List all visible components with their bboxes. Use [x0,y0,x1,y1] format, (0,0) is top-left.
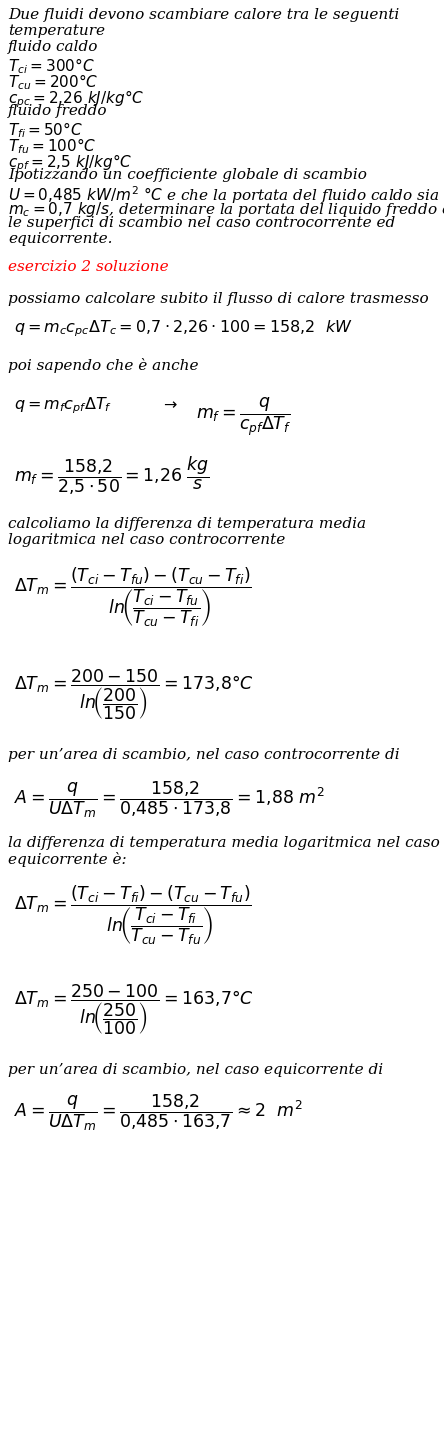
Text: per un’area di scambio, nel caso equicorrente di: per un’area di scambio, nel caso equicor… [8,1063,383,1077]
Text: poi sapendo che è anche: poi sapendo che è anche [8,359,198,373]
Text: fluido caldo: fluido caldo [8,40,99,54]
Text: $\rightarrow$: $\rightarrow$ [160,394,178,412]
Text: $\Delta T_m = \dfrac{200-150}{ln\!\left(\dfrac{200}{150}\right)} = 173{,}8°C$: $\Delta T_m = \dfrac{200-150}{ln\!\left(… [14,667,254,723]
Text: $A = \dfrac{q}{U \Delta T_m} = \dfrac{158{,}2}{0{,}485 \cdot 173{,}8} = 1{,}88\ : $A = \dfrac{q}{U \Delta T_m} = \dfrac{15… [14,780,325,820]
Text: $\Delta T_m = \dfrac{(T_{ci}-T_{fi})-(T_{cu}-T_{fu})}{ln\!\left(\dfrac{T_{ci}-T_: $\Delta T_m = \dfrac{(T_{ci}-T_{fi})-(T_… [14,883,252,947]
Text: le superfici di scambio nel caso controcorrente ed: le superfici di scambio nel caso controc… [8,216,395,230]
Text: fluido freddo: fluido freddo [8,104,107,119]
Text: esercizio 2 soluzione: esercizio 2 soluzione [8,260,169,274]
Text: $m_f = \dfrac{158{,}2}{2{,}5 \cdot 50} = 1{,}26\ \dfrac{kg}{s}$: $m_f = \dfrac{158{,}2}{2{,}5 \cdot 50} =… [14,454,210,497]
Text: $T_{ci}=300°C$: $T_{ci}=300°C$ [8,56,95,76]
Text: equicorrente è:: equicorrente è: [8,852,127,867]
Text: per un’area di scambio, nel caso controcorrente di: per un’area di scambio, nel caso controc… [8,747,400,762]
Text: $\Delta T_m = \dfrac{(T_{ci}-T_{fu})-(T_{cu}-T_{fi})}{ln\!\left(\dfrac{T_{ci}-T_: $\Delta T_m = \dfrac{(T_{ci}-T_{fu})-(T_… [14,564,252,629]
Text: $T_{fu}=100°C$: $T_{fu}=100°C$ [8,136,96,156]
Text: $U=0{,}485\ kW/m^2\ °C$ e che la portata del fluido caldo sia: $U=0{,}485\ kW/m^2\ °C$ e che la portata… [8,184,440,206]
Text: $m_f = \dfrac{q}{c_{pf} \Delta T_f}$: $m_f = \dfrac{q}{c_{pf} \Delta T_f}$ [196,394,291,437]
Text: temperature: temperature [8,24,105,39]
Text: $m_c=0{,}7\ kg/s$, determinare la portata del liquido freddo e: $m_c=0{,}7\ kg/s$, determinare la portat… [8,200,444,219]
Text: $T_{fi}=50°C$: $T_{fi}=50°C$ [8,120,83,140]
Text: Due fluidi devono scambiare calore tra le seguenti: Due fluidi devono scambiare calore tra l… [8,9,399,21]
Text: la differenza di temperatura media logaritmica nel caso: la differenza di temperatura media logar… [8,836,440,850]
Text: equicorrente.: equicorrente. [8,231,112,246]
Text: logaritmica nel caso controcorrente: logaritmica nel caso controcorrente [8,533,285,547]
Text: possiamo calcolare subito il flusso di calore trasmesso: possiamo calcolare subito il flusso di c… [8,292,428,306]
Text: $c_{pc}=2{,}26\ kJ/kg°C$: $c_{pc}=2{,}26\ kJ/kg°C$ [8,89,144,110]
Text: $q = m_f c_{pf} \Delta T_f$: $q = m_f c_{pf} \Delta T_f$ [14,394,112,416]
Text: Ipotizzando un coefficiente globale di scambio: Ipotizzando un coefficiente globale di s… [8,169,367,181]
Text: $T_{cu}=200°C$: $T_{cu}=200°C$ [8,71,99,91]
Text: $\Delta T_m = \dfrac{250-100}{ln\!\left(\dfrac{250}{100}\right)} = 163{,}7°C$: $\Delta T_m = \dfrac{250-100}{ln\!\left(… [14,983,254,1037]
Text: $c_{pf}=2{,}5\ kJ/kg°C$: $c_{pf}=2{,}5\ kJ/kg°C$ [8,151,132,173]
Text: calcoliamo la differenza di temperatura media: calcoliamo la differenza di temperatura … [8,517,366,532]
Text: $A = \dfrac{q}{U \Delta T_m} = \dfrac{158{,}2}{0{,}485 \cdot 163{,}7} \approx 2\: $A = \dfrac{q}{U \Delta T_m} = \dfrac{15… [14,1093,303,1133]
Text: $q = m_c c_{pc} \Delta T_c = 0{,}7 \cdot 2{,}26 \cdot 100 = 158{,}2\ \ kW$: $q = m_c c_{pc} \Delta T_c = 0{,}7 \cdot… [14,319,353,339]
